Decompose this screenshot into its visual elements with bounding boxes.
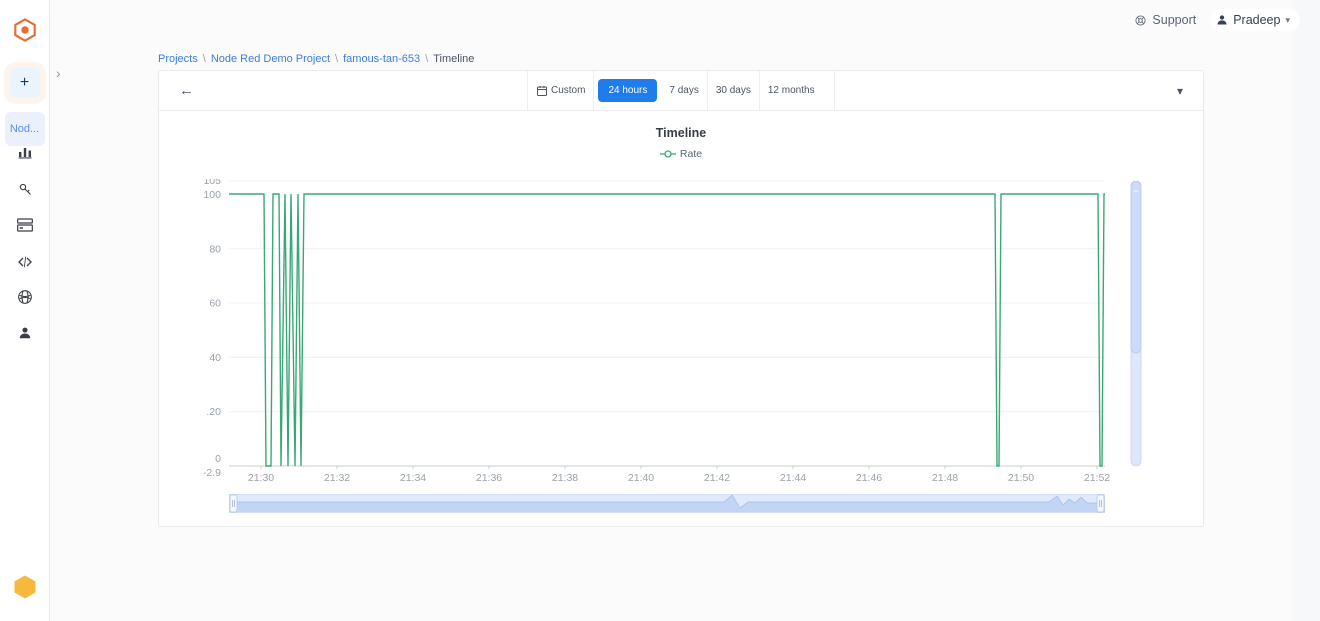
svg-text:21:38: 21:38 [552, 472, 578, 484]
svg-text:21:48: 21:48 [932, 472, 958, 484]
svg-text:21:44: 21:44 [780, 472, 806, 484]
svg-text:100: 100 [203, 189, 221, 201]
svg-text:.20: .20 [206, 406, 221, 418]
svg-text:21:30: 21:30 [248, 472, 274, 484]
svg-text:21:52: 21:52 [1084, 472, 1110, 484]
svg-text:60: 60 [209, 298, 221, 310]
svg-text:80: 80 [209, 243, 221, 255]
svg-text:-2.9: -2.9 [203, 467, 221, 479]
svg-text:40: 40 [209, 352, 221, 364]
svg-text:0: 0 [215, 453, 221, 465]
svg-text:21:50: 21:50 [1008, 472, 1034, 484]
svg-text:21:40: 21:40 [628, 472, 654, 484]
svg-text:105: 105 [203, 179, 221, 187]
svg-text:21:42: 21:42 [704, 472, 730, 484]
svg-text:21:32: 21:32 [324, 472, 350, 484]
svg-text:21:46: 21:46 [856, 472, 882, 484]
svg-text:21:34: 21:34 [400, 472, 426, 484]
svg-text:21:36: 21:36 [476, 472, 502, 484]
